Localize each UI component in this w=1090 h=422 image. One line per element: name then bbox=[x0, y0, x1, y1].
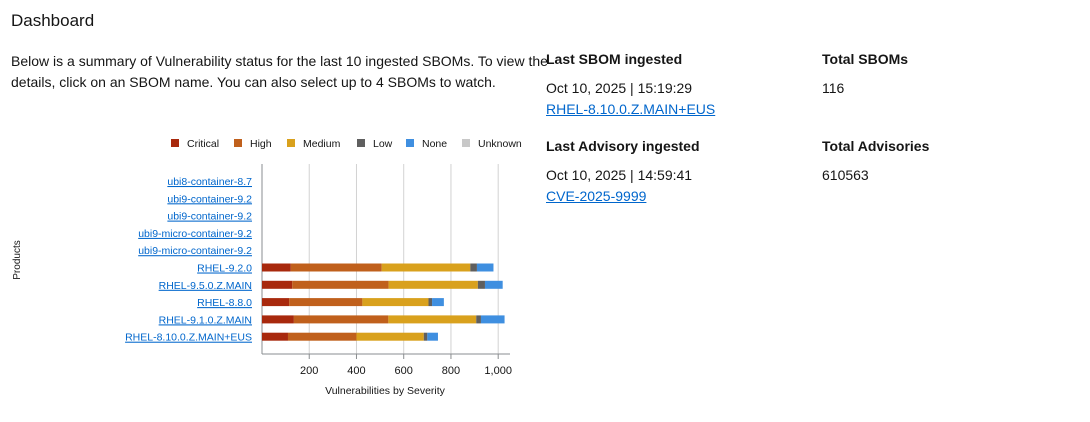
x-tick-label: 400 bbox=[347, 365, 365, 377]
legend-label-high: High bbox=[250, 138, 272, 150]
x-tick-label: 200 bbox=[300, 365, 318, 377]
total-advisories-card: Total Advisories 610563 bbox=[822, 138, 1022, 187]
legend-label-medium: Medium bbox=[303, 138, 341, 150]
y-axis-title: Products bbox=[12, 240, 23, 279]
bar-none[interactable] bbox=[480, 315, 505, 324]
legend-label-unknown: Unknown bbox=[478, 138, 522, 150]
bar-critical[interactable] bbox=[262, 315, 294, 324]
legend-swatch-high bbox=[234, 139, 242, 147]
last-sbom-date: Oct 10, 2025 | 15:19:29 bbox=[546, 80, 693, 96]
bar-low[interactable] bbox=[423, 332, 428, 341]
product-link-ubi9-micro-container-9-2[interactable]: ubi9-micro-container-9.2 bbox=[138, 228, 252, 240]
last-advisory-link[interactable]: CVE-2025-9999 bbox=[546, 188, 647, 204]
bar-low[interactable] bbox=[477, 280, 485, 289]
legend-label-low: Low bbox=[373, 138, 393, 150]
bar-high[interactable] bbox=[293, 315, 389, 324]
product-link-ubi9-container-9-2[interactable]: ubi9-container-9.2 bbox=[167, 211, 252, 223]
legend-label-none: None bbox=[422, 138, 447, 150]
last-advisory-label: Last Advisory ingested bbox=[546, 138, 700, 154]
legend-swatch-critical bbox=[171, 139, 179, 147]
page-title: Dashboard bbox=[11, 11, 95, 30]
product-link-rhel-9-1-0-z-main[interactable]: RHEL-9.1.0.Z.MAIN bbox=[159, 314, 252, 326]
legend-label-critical: Critical bbox=[187, 138, 219, 150]
bar-high[interactable] bbox=[290, 263, 382, 272]
bar-low[interactable] bbox=[428, 298, 433, 307]
last-sbom-card: Last SBOM ingested Oct 10, 2025 | 15:19:… bbox=[546, 51, 806, 117]
x-tick-label: 800 bbox=[442, 365, 460, 377]
bar-high[interactable] bbox=[292, 280, 389, 289]
total-sboms-card: Total SBOMs 116 bbox=[822, 51, 1022, 100]
last-sbom-link[interactable]: RHEL-8.10.0.Z.MAIN+EUS bbox=[546, 101, 716, 117]
summary-text: Below is a summary of Vulnerability stat… bbox=[11, 53, 548, 90]
last-sbom-label: Last SBOM ingested bbox=[546, 51, 683, 67]
bar-none[interactable] bbox=[427, 332, 438, 341]
bar-high[interactable] bbox=[289, 298, 363, 307]
product-link-ubi9-micro-container-9-2[interactable]: ubi9-micro-container-9.2 bbox=[138, 245, 252, 257]
product-link-rhel-9-5-0-z-main[interactable]: RHEL-9.5.0.Z.MAIN bbox=[159, 280, 252, 292]
bar-none[interactable] bbox=[476, 263, 494, 272]
bar-low[interactable] bbox=[476, 315, 481, 324]
bar-critical[interactable] bbox=[262, 332, 288, 341]
product-link-rhel-8-8-0[interactable]: RHEL-8.8.0 bbox=[197, 297, 252, 309]
bar-critical[interactable] bbox=[262, 280, 293, 289]
bar-critical[interactable] bbox=[262, 298, 290, 307]
bar-medium[interactable] bbox=[356, 332, 424, 341]
bar-high[interactable] bbox=[287, 332, 357, 341]
bar-none[interactable] bbox=[432, 298, 444, 307]
bar-critical[interactable] bbox=[262, 263, 291, 272]
vulnerability-chart: 200 400 600 800 1,000 Critical High Medium Low No… bbox=[12, 138, 522, 397]
legend-swatch-unknown bbox=[462, 139, 470, 147]
last-advisory-card: Last Advisory ingested Oct 10, 2025 | 14… bbox=[546, 138, 806, 204]
legend-swatch-none bbox=[406, 139, 414, 147]
bar-none[interactable] bbox=[484, 280, 503, 289]
x-tick-label: 600 bbox=[395, 365, 413, 377]
product-link-rhel-9-2-0[interactable]: RHEL-9.2.0 bbox=[197, 263, 252, 275]
total-advisories-label: Total Advisories bbox=[822, 138, 930, 154]
total-sboms-value: 116 bbox=[822, 80, 845, 96]
x-axis-title: Vulnerabilities by Severity bbox=[325, 385, 446, 397]
total-sboms-label: Total SBOMs bbox=[822, 51, 909, 67]
legend-swatch-medium bbox=[287, 139, 295, 147]
product-link-ubi9-container-9-2[interactable]: ubi9-container-9.2 bbox=[167, 193, 252, 205]
bar-medium[interactable] bbox=[381, 263, 471, 272]
x-tick-label: 1,000 bbox=[484, 365, 512, 377]
total-advisories-value: 610563 bbox=[822, 167, 869, 183]
bar-medium[interactable] bbox=[388, 315, 477, 324]
last-advisory-date: Oct 10, 2025 | 14:59:41 bbox=[546, 167, 693, 183]
product-link-rhel-8-10-0-z-main-eus[interactable]: RHEL-8.10.0.Z.MAIN+EUS bbox=[125, 332, 252, 344]
bar-medium[interactable] bbox=[388, 280, 478, 289]
bar-medium[interactable] bbox=[362, 298, 429, 307]
product-link-ubi8-container-8-7[interactable]: ubi8-container-8.7 bbox=[167, 176, 252, 188]
bar-low[interactable] bbox=[470, 263, 477, 272]
legend-swatch-low bbox=[357, 139, 365, 147]
